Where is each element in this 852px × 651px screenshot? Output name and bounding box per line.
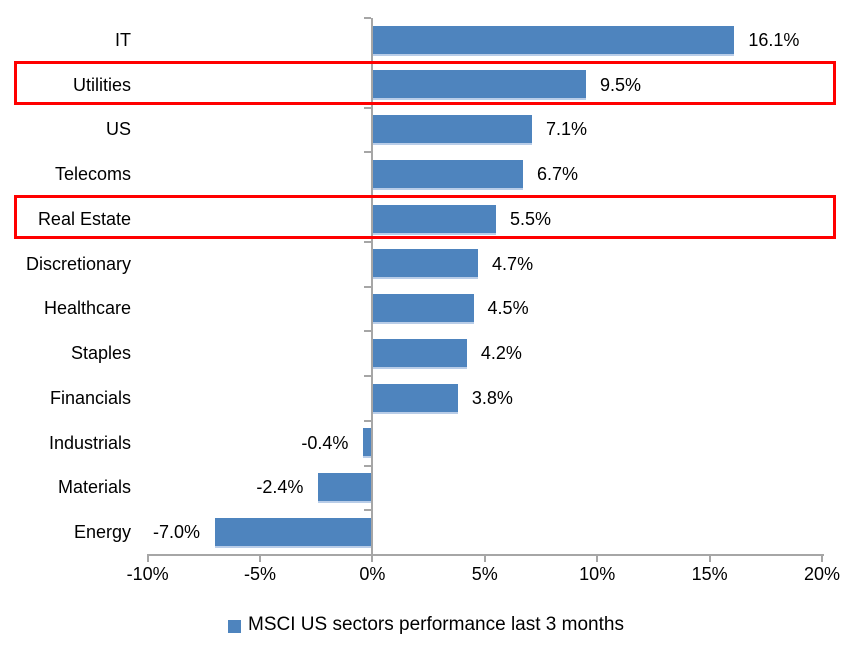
value-label: 6.7% [537, 164, 579, 185]
x-tick [483, 554, 486, 562]
y-axis-line [371, 18, 373, 556]
highlight-box-real-estate [14, 195, 836, 239]
x-tick [821, 554, 823, 562]
bar [372, 338, 467, 369]
value-label: 4.2% [480, 343, 522, 364]
value-label: 16.1% [748, 29, 800, 50]
x-tick-label: 5% [471, 564, 498, 584]
x-tick [146, 554, 149, 562]
y-tick [364, 240, 371, 243]
x-tick-label: 15% [691, 564, 728, 584]
value-label: -2.4% [256, 477, 304, 498]
bar [372, 115, 532, 145]
value-label: 3.8% [471, 387, 513, 408]
bar [372, 70, 586, 101]
x-tick-label: 20% [803, 564, 841, 584]
category-label: Energy [73, 522, 131, 543]
y-tick [364, 17, 371, 19]
x-tick-label: -5% [243, 564, 276, 584]
legend-label: MSCI US sectors performance last 3 month… [248, 614, 624, 635]
category-label: Utilities [72, 74, 131, 95]
bar [363, 428, 373, 459]
legend-swatch-icon [228, 619, 242, 633]
y-tick [364, 330, 371, 333]
x-tick-label: -10% [126, 564, 169, 584]
value-label: 4.5% [487, 298, 529, 319]
legend: MSCI US sectors performance last 3 month… [0, 611, 852, 639]
y-tick [364, 464, 371, 467]
bar [215, 517, 373, 548]
x-tick [371, 554, 374, 562]
bar [372, 249, 479, 280]
bar [318, 473, 373, 503]
category-label: Financials [49, 387, 131, 408]
y-tick [364, 509, 371, 512]
y-tick [364, 419, 371, 422]
bar [372, 204, 497, 235]
y-tick [364, 285, 371, 288]
x-tick [259, 554, 261, 562]
bar [372, 294, 474, 324]
category-label: Healthcare [43, 298, 131, 319]
x-tick-label: 0% [359, 564, 386, 584]
value-label: -7.0% [153, 522, 201, 543]
category-label: US [105, 119, 131, 140]
category-label: Discretionary [25, 253, 131, 274]
y-tick [364, 151, 371, 154]
bar [372, 25, 735, 56]
value-label: 5.5% [510, 208, 552, 229]
category-label: Staples [70, 343, 131, 364]
x-tick [708, 554, 711, 562]
x-tick [596, 554, 599, 562]
value-label: 4.7% [492, 253, 534, 274]
category-label: Telecoms [54, 164, 131, 185]
x-tick-label: 10% [579, 564, 616, 584]
value-label: 7.1% [546, 119, 588, 140]
category-label: Materials [57, 477, 131, 498]
value-label: 9.5% [599, 74, 641, 95]
y-tick [364, 106, 371, 109]
category-label: IT [115, 29, 131, 50]
bar [372, 159, 523, 190]
value-label: -0.4% [301, 432, 349, 453]
highlight-box-utilities [14, 60, 836, 105]
bar [372, 383, 458, 414]
y-tick [364, 375, 371, 377]
category-label: Industrials [48, 432, 131, 453]
category-label: Real Estate [37, 208, 131, 229]
